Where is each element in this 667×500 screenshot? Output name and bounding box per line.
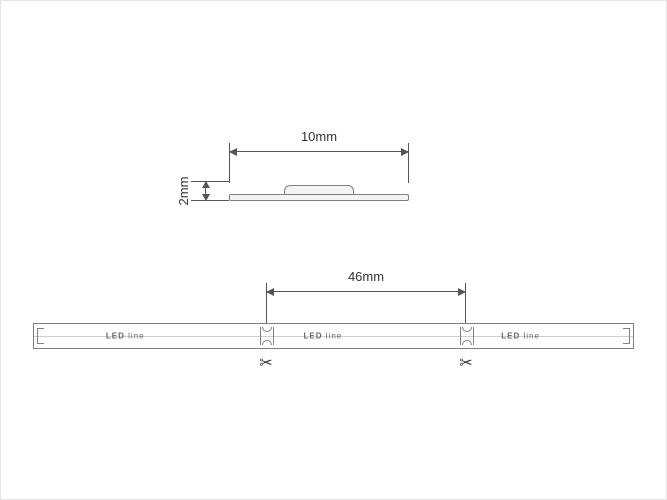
dimension-cut-label: 46mm: [266, 269, 466, 284]
arrow-right-icon: [401, 148, 409, 156]
dimension-width-line: [229, 151, 409, 152]
led-strip-brand-label: LED line: [501, 332, 540, 341]
cross-section-base: [229, 194, 409, 201]
cut-mark-line: [473, 327, 474, 345]
dimension-cut-line: [266, 291, 466, 292]
cut-mark: [460, 327, 474, 345]
led-strip-brand-label: LED line: [304, 332, 343, 341]
cut-mark: [260, 327, 274, 345]
dimension-height: 2mm: [191, 181, 229, 201]
scissors-icon: ✂: [459, 353, 472, 373]
led-strip: LED line LED line LED line: [33, 323, 634, 349]
arrow-left-icon: [266, 288, 274, 296]
dimension-width: 10mm: [229, 143, 409, 183]
led-strip-end-right: [623, 328, 630, 344]
cut-mark-line: [460, 327, 461, 345]
arrow-right-icon: [458, 288, 466, 296]
cut-mark-notch: [462, 340, 472, 345]
arrow-left-icon: [229, 148, 237, 156]
led-strip-brand-label: LED line: [106, 332, 145, 341]
dimension-height-ext-top: [191, 181, 229, 182]
cut-mark-notch: [262, 327, 272, 332]
scissors-icon: ✂: [259, 353, 272, 373]
dimension-cut-section: 46mm: [266, 283, 466, 325]
cross-section: [229, 181, 409, 201]
arrow-up-icon: [202, 181, 210, 188]
led-strip-end-left: [37, 328, 44, 344]
cut-mark-notch: [262, 340, 272, 345]
dimension-height-label: 2mm: [176, 177, 191, 206]
cut-mark-line: [260, 327, 261, 345]
diagram-canvas: 10mm 2mm 46mm LED line LED line LED line ✂…: [0, 0, 667, 500]
cut-mark-notch: [462, 327, 472, 332]
dimension-width-label: 10mm: [229, 129, 409, 144]
dimension-height-ext-bottom: [191, 200, 229, 201]
arrow-down-icon: [202, 194, 210, 201]
cut-mark-line: [273, 327, 274, 345]
